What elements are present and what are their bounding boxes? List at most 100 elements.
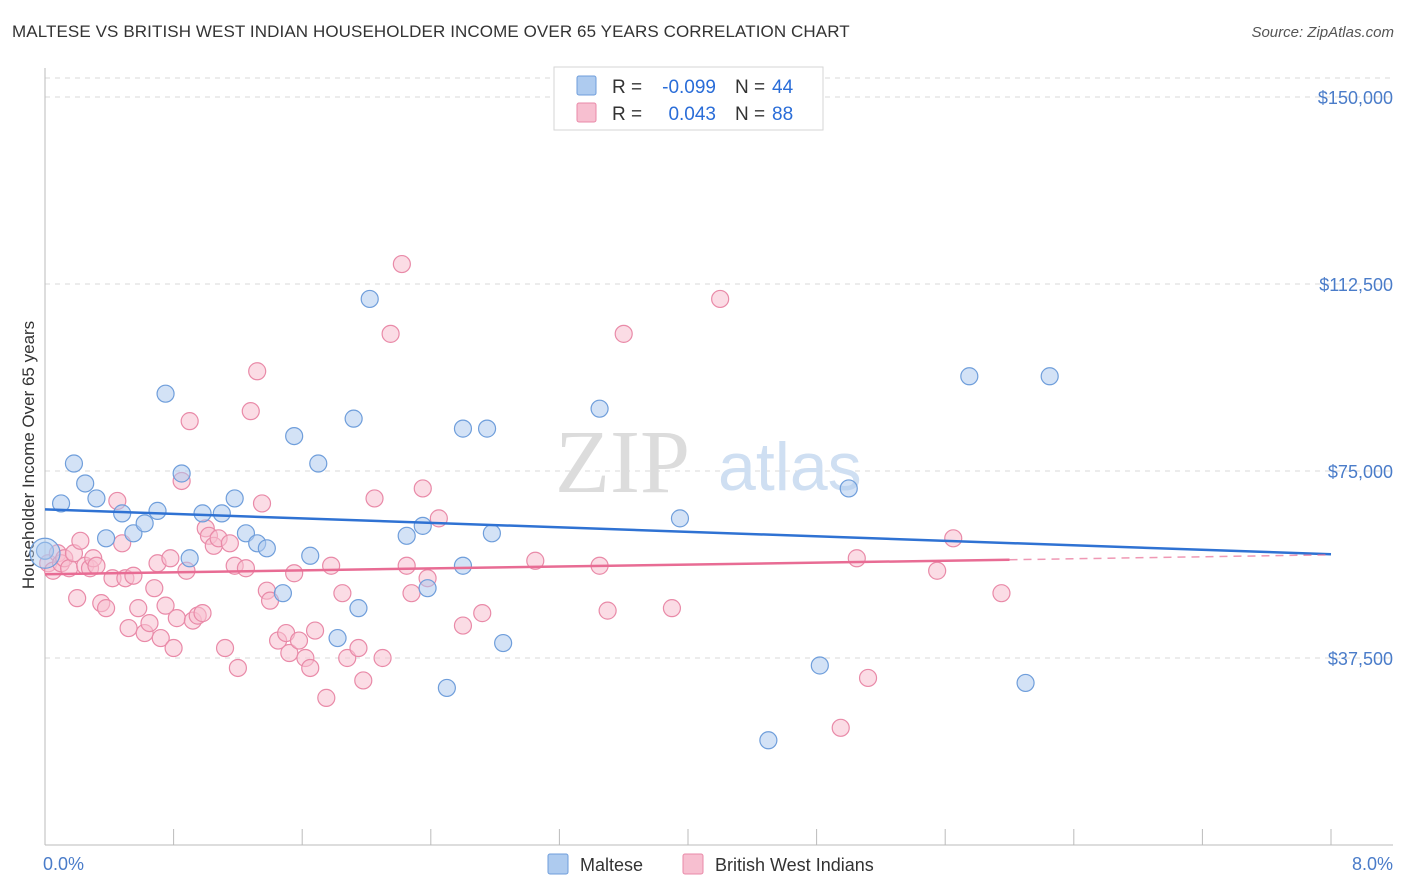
pink-points xyxy=(39,254,1011,737)
maltese-point xyxy=(453,556,473,575)
bwi-point xyxy=(248,362,267,381)
maltese-point xyxy=(51,494,71,513)
bwi-point xyxy=(662,599,682,618)
bwi-point xyxy=(241,402,260,421)
bwi-point xyxy=(156,596,175,615)
bwi-point xyxy=(831,718,850,737)
top-legend: R = -0.099 N = 44 R = 0.043 N = 88 xyxy=(553,66,824,131)
bottom-legend-swatch-bwi xyxy=(682,853,704,875)
maltese-point xyxy=(810,656,829,675)
maltese-point xyxy=(328,628,347,648)
maltese-point xyxy=(257,539,276,558)
maltese-point xyxy=(360,289,379,309)
maltese-point xyxy=(437,678,456,698)
y-tick-label: $37,500 xyxy=(1328,649,1393,669)
maltese-point xyxy=(172,464,191,483)
bwi-point xyxy=(614,324,633,343)
bwi-point xyxy=(858,668,878,688)
bwi-point xyxy=(322,556,341,575)
bwi-point xyxy=(301,658,320,678)
legend-r-value: -0.099 xyxy=(662,77,716,98)
bwi-point xyxy=(392,254,411,274)
bwi-point xyxy=(119,618,138,638)
bwi-point xyxy=(161,549,180,568)
bwi-point xyxy=(71,531,90,550)
legend-n-label: N = xyxy=(735,77,765,98)
bwi-point xyxy=(87,556,106,575)
maltese-point xyxy=(1040,367,1059,386)
maltese-point xyxy=(344,409,363,428)
bwi-point xyxy=(129,599,148,618)
maltese-point xyxy=(349,599,368,618)
bwi-point xyxy=(215,638,235,658)
x-tick-labels: 0.0% 8.0% xyxy=(43,854,1393,874)
bwi-point xyxy=(928,561,947,580)
legend-r-label: R = xyxy=(612,104,642,125)
bwi-point xyxy=(167,609,186,628)
y-axis-title: Householder Income Over 65 years xyxy=(19,321,38,589)
bwi-trend-line xyxy=(44,558,1010,576)
maltese-point xyxy=(273,584,293,603)
bwi-point xyxy=(193,604,212,623)
bwi-point xyxy=(847,549,866,568)
bwi-point xyxy=(140,613,159,633)
watermark-atlas: atlas xyxy=(718,429,862,505)
bwi-trend-line-extension xyxy=(1009,554,1332,561)
maltese-point xyxy=(397,526,416,545)
maltese-point xyxy=(64,454,84,473)
maltese-point xyxy=(309,454,328,473)
maltese-point xyxy=(839,479,858,498)
bwi-point xyxy=(96,599,116,618)
maltese-point xyxy=(494,633,513,653)
trend-lines xyxy=(44,508,1332,576)
maltese-point xyxy=(1016,673,1035,693)
legend-swatch-bwi xyxy=(576,102,597,123)
bwi-point xyxy=(228,658,247,678)
bwi-point xyxy=(333,584,352,603)
bwi-point xyxy=(289,631,309,650)
maltese-point xyxy=(76,474,95,493)
maltese-point xyxy=(670,509,690,528)
bwi-point xyxy=(68,589,87,608)
bwi-point xyxy=(151,628,170,648)
bwi-point xyxy=(944,529,963,548)
bwi-point xyxy=(236,559,256,578)
legend-box xyxy=(553,66,824,131)
y-tick-label: $150,000 xyxy=(1318,88,1393,108)
bwi-point xyxy=(402,584,421,603)
bwi-point xyxy=(711,289,730,309)
watermark: ZIP atlas xyxy=(555,413,862,512)
maltese-point xyxy=(477,419,497,438)
source-attribution: Source: ZipAtlas.com xyxy=(1251,24,1394,41)
maltese-point xyxy=(453,419,473,438)
y-tick-labels: $37,500 $75,000 $112,500 $150,000 xyxy=(1318,88,1393,669)
blue-points xyxy=(29,289,1059,750)
maltese-point xyxy=(590,399,609,418)
bwi-point xyxy=(252,494,272,513)
legend-n-label: N = xyxy=(735,104,765,125)
bwi-point xyxy=(180,412,199,431)
maltese-point xyxy=(35,541,55,560)
bwi-point xyxy=(220,534,239,553)
axes xyxy=(44,68,1393,846)
maltese-point xyxy=(301,546,320,565)
bwi-point xyxy=(354,671,373,690)
maltese-point-cluster xyxy=(29,537,61,569)
bwi-point xyxy=(526,551,545,570)
maltese-point xyxy=(193,504,212,523)
maltese-point xyxy=(482,524,501,543)
maltese-point xyxy=(135,514,154,533)
legend-r-label: R = xyxy=(612,77,642,98)
chart-title: MALTESE VS BRITISH WEST INDIAN HOUSEHOLD… xyxy=(12,22,850,41)
legend-n-value: 44 xyxy=(772,77,794,98)
maltese-point xyxy=(418,579,437,598)
maltese-point xyxy=(212,504,231,523)
y-tick-label: $112,500 xyxy=(1319,275,1393,295)
maltese-point xyxy=(960,367,979,386)
bottom-legend-label-bwi: British West Indians xyxy=(715,855,874,875)
maltese-point xyxy=(87,489,106,508)
x-tick-label: 0.0% xyxy=(43,854,84,874)
maltese-trend-line xyxy=(44,508,1332,556)
bwi-point xyxy=(124,566,143,585)
